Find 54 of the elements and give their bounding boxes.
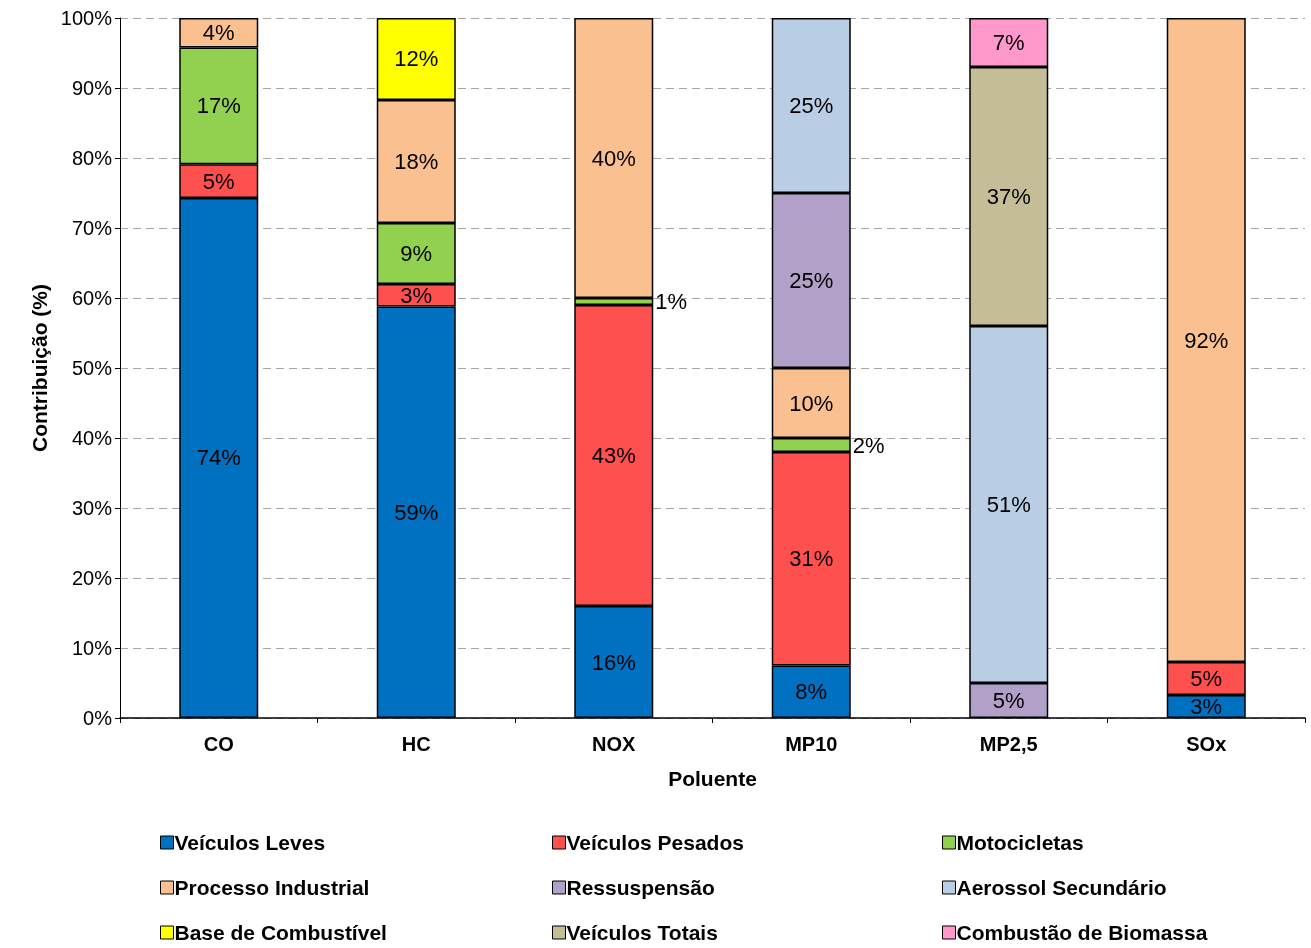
data-label: 10% [789,390,834,416]
y-axis-title: Contribuição (%) [27,284,51,452]
y-tick-label: 30% [71,497,113,519]
data-label: 3% [400,282,433,308]
data-label: 37% [986,184,1031,209]
data-label: 40% [591,145,636,171]
legend-label: Veículos Pesados [566,831,744,854]
legend-label: Aerossol Secundário [956,876,1167,899]
data-label: 7% [992,30,1025,55]
data-label: 16% [591,649,636,675]
y-tick-label: 90% [71,77,113,99]
legend-label: Base de Combustível [174,921,387,944]
data-label: 74% [196,445,241,471]
data-label: 5% [202,168,235,194]
data-label: 1% [655,289,688,314]
y-tick-label: 70% [71,217,113,239]
x-tick-label: NOX [592,733,637,755]
y-tick-label: 50% [71,357,113,379]
data-label: 18% [394,149,439,174]
legend-label: Ressuspensão [566,876,715,899]
legend-label: Veículos Totais [566,921,718,944]
data-label: 25% [789,268,834,293]
data-label: 31% [789,546,834,572]
legend-label: Motocicletas [956,831,1084,854]
y-tick-label: 100% [60,7,113,29]
y-tick-label: 40% [71,427,113,449]
x-tick-label: HC [401,733,431,755]
x-axis-title: Poluente [668,767,757,790]
data-label: 2% [852,432,885,458]
data-label: 25% [789,93,834,118]
legend-label: Combustão de Biomassa [956,921,1208,944]
y-tick-label: 80% [71,147,113,169]
y-tick-label: 20% [71,567,113,589]
data-label: 5% [1190,665,1223,691]
x-tick-label: MP10 [785,733,838,755]
data-label: 4% [202,20,235,46]
data-label: 51% [986,492,1031,517]
data-label: 9% [400,241,433,267]
data-label: 3% [1190,693,1223,719]
data-label: 12% [394,46,439,72]
y-tick-label: 0% [83,707,113,729]
x-tick-label: CO [203,733,234,755]
x-tick-label: MP2,5 [979,733,1038,755]
legend-label: Veículos Leves [174,831,326,854]
data-label: 17% [196,93,241,119]
data-label: 8% [795,679,828,705]
x-tick-label: SOx [1186,733,1227,755]
data-label: 43% [591,443,636,468]
data-label: 5% [992,688,1025,713]
y-tick-label: 10% [71,637,113,659]
data-label: 92% [1184,327,1229,353]
y-tick-label: 60% [71,287,113,309]
data-label: 59% [394,499,439,525]
legend-label: Processo Industrial [174,876,370,899]
